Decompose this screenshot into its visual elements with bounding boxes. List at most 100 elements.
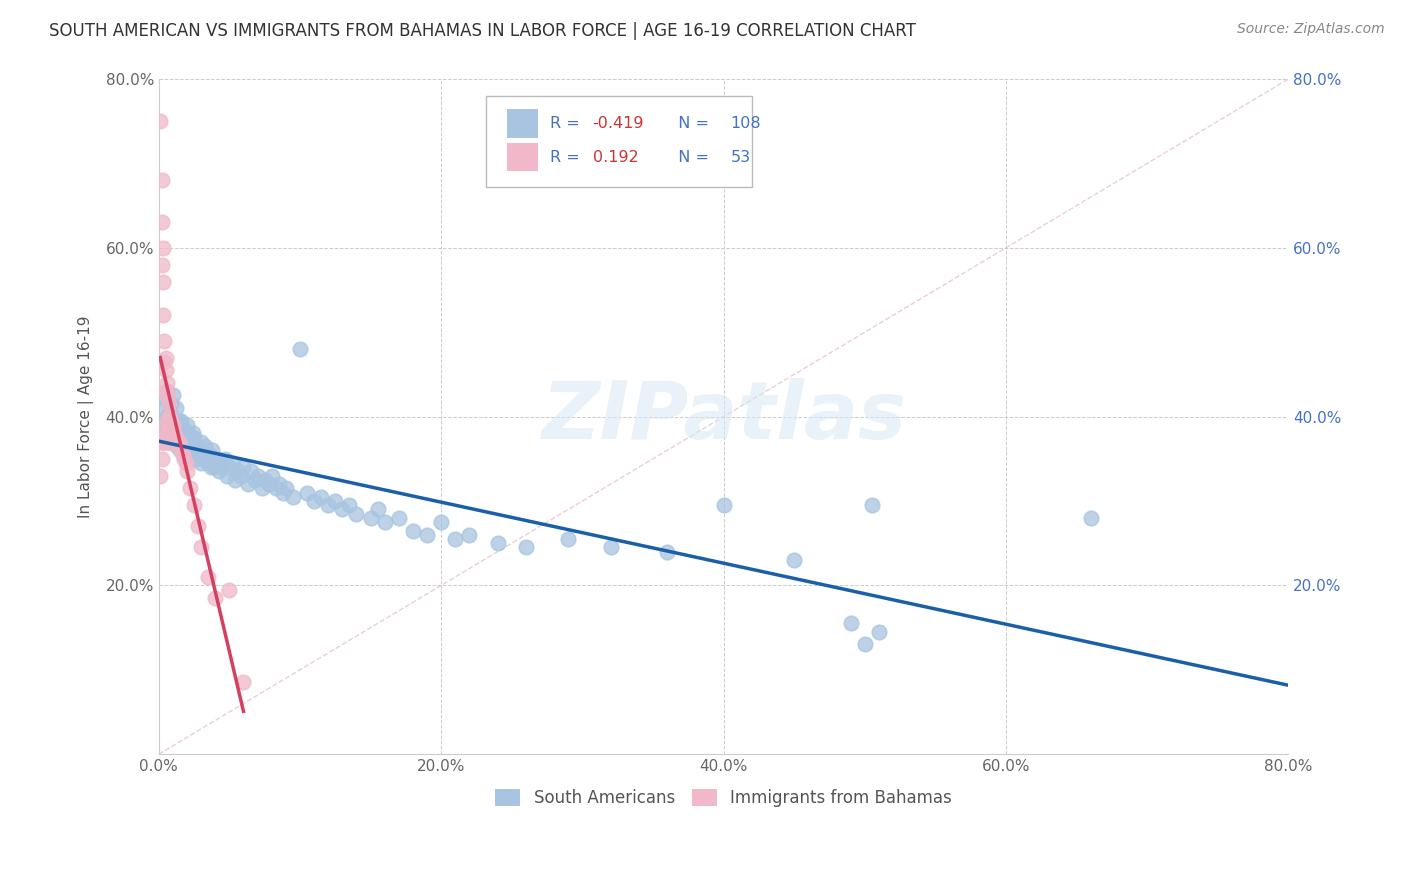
Point: [236, 477, 259, 491]
Point: [149, 434, 172, 449]
Point: [316, 498, 339, 512]
Point: [153, 434, 176, 449]
Point: [176, 417, 198, 432]
Point: [170, 431, 193, 445]
Point: [179, 439, 201, 453]
Point: [155, 363, 177, 377]
Point: [224, 473, 246, 487]
Point: [156, 384, 179, 399]
Point: [150, 258, 173, 272]
Point: [169, 443, 191, 458]
Point: [346, 507, 368, 521]
Text: R =: R =: [550, 150, 589, 165]
Point: [181, 426, 204, 441]
Point: [416, 528, 439, 542]
Point: [157, 422, 180, 436]
Point: [155, 417, 177, 432]
Point: [281, 490, 304, 504]
Point: [157, 434, 180, 449]
Point: [868, 624, 890, 639]
Point: [152, 422, 174, 436]
Point: [159, 405, 181, 419]
Point: [183, 431, 205, 445]
FancyBboxPatch shape: [506, 110, 538, 137]
Point: [174, 439, 197, 453]
Point: [162, 434, 184, 449]
Point: [180, 448, 202, 462]
Point: [177, 426, 200, 441]
Point: [163, 434, 186, 449]
Text: 108: 108: [730, 116, 761, 131]
Text: Source: ZipAtlas.com: Source: ZipAtlas.com: [1237, 22, 1385, 37]
Point: [163, 417, 186, 432]
Point: [1080, 511, 1102, 525]
Point: [232, 460, 254, 475]
Point: [360, 511, 382, 525]
Point: [155, 434, 177, 449]
Y-axis label: In Labor Force | Age 16-19: In Labor Force | Age 16-19: [79, 316, 94, 518]
Point: [218, 460, 240, 475]
Point: [183, 498, 205, 512]
Point: [655, 544, 678, 558]
Point: [166, 426, 188, 441]
Point: [207, 451, 229, 466]
Point: [156, 376, 179, 390]
Point: [165, 431, 187, 445]
Point: [156, 388, 179, 402]
Point: [170, 443, 193, 458]
Point: [153, 334, 176, 348]
Point: [157, 414, 180, 428]
Point: [149, 114, 172, 128]
Point: [204, 591, 226, 605]
FancyBboxPatch shape: [486, 95, 752, 187]
Point: [165, 414, 187, 428]
Point: [208, 465, 231, 479]
Point: [295, 485, 318, 500]
Point: [246, 468, 269, 483]
Point: [515, 541, 537, 555]
Point: [193, 451, 215, 466]
Point: [179, 481, 201, 495]
Point: [367, 502, 389, 516]
Point: [174, 456, 197, 470]
Point: [330, 502, 353, 516]
Point: [153, 355, 176, 369]
Point: [150, 451, 173, 466]
Point: [783, 553, 806, 567]
Point: [444, 532, 467, 546]
Point: [152, 308, 174, 322]
Point: [156, 409, 179, 424]
Point: [260, 468, 283, 483]
Point: [860, 498, 883, 512]
Point: [167, 414, 190, 428]
Point: [267, 477, 290, 491]
Point: [169, 417, 191, 432]
Point: [221, 456, 243, 470]
Point: [288, 342, 311, 356]
Point: [250, 481, 273, 495]
Point: [243, 473, 266, 487]
Point: [257, 477, 280, 491]
Point: [599, 541, 621, 555]
Point: [218, 582, 240, 597]
Point: [176, 448, 198, 462]
Point: [170, 414, 193, 428]
Point: [152, 241, 174, 255]
Point: [173, 422, 195, 436]
Point: [486, 536, 509, 550]
Point: [204, 460, 226, 475]
Legend: South Americans, Immigrants from Bahamas: South Americans, Immigrants from Bahamas: [489, 782, 959, 814]
Point: [155, 392, 177, 407]
Point: [309, 490, 332, 504]
Point: [211, 456, 233, 470]
Point: [214, 451, 236, 466]
Point: [163, 426, 186, 441]
Point: [165, 401, 187, 416]
Point: [159, 422, 181, 436]
Point: [215, 468, 238, 483]
Point: [337, 498, 360, 512]
Point: [186, 439, 208, 453]
Point: [159, 434, 181, 449]
Point: [176, 465, 198, 479]
Point: [232, 675, 254, 690]
